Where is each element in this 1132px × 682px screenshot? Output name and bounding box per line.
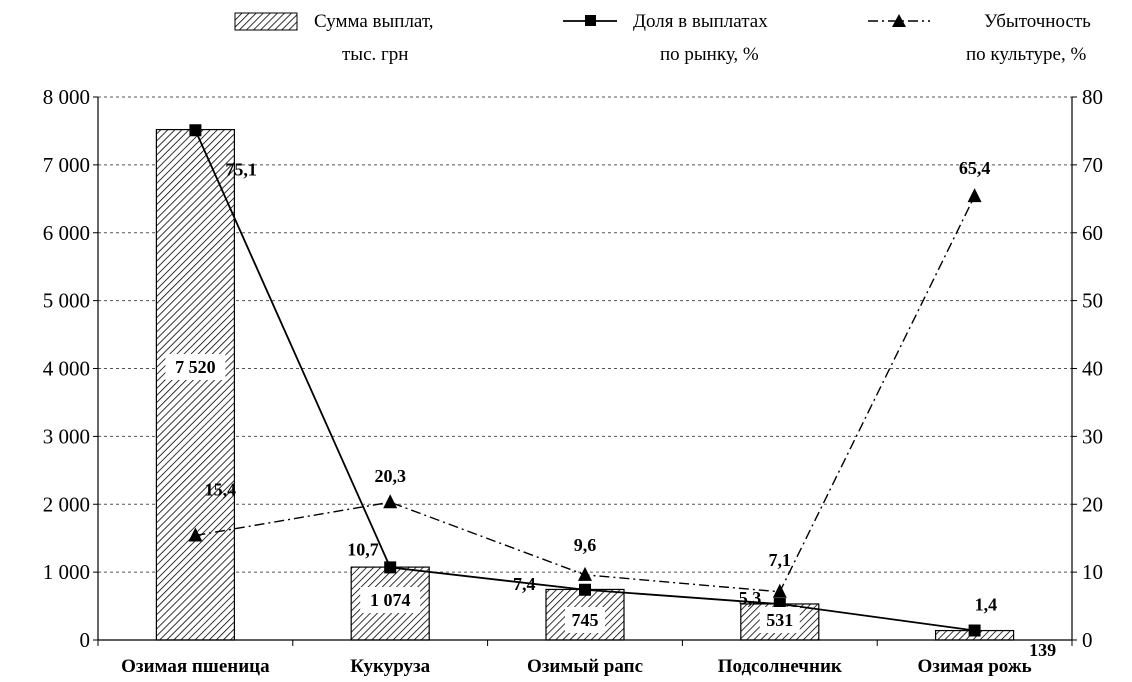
- x-tick-label: Озимая рожь: [918, 656, 1032, 677]
- bar-data-label: 139: [1029, 640, 1056, 660]
- bar-data-label: 745: [572, 610, 599, 630]
- bar-data-label: 7 520: [175, 357, 216, 377]
- y-left-tick-label: 5 000: [43, 289, 90, 313]
- y-right-tick-label: 30: [1082, 424, 1103, 448]
- line-series: [188, 124, 982, 637]
- x-tick-label: Озимый рапс: [527, 656, 643, 677]
- bar-series: [155, 128, 1015, 641]
- data-labels: 7 520 1 074 745 531 139 75,1 10,7 7,4 5,3 1,4 15,4…: [165, 158, 1056, 660]
- bar: [155, 128, 235, 641]
- line-data-label: 7,1: [769, 550, 792, 570]
- line-data-label: 9,6: [574, 535, 597, 555]
- x-tick-label: Подсолнечник: [718, 656, 842, 677]
- legend-swatch-bars: [234, 12, 298, 31]
- line-data-label: 10,7: [347, 539, 379, 559]
- y-right-tick-label: 20: [1082, 492, 1103, 516]
- point-marker: [578, 566, 592, 581]
- y-right-tick-label: 60: [1082, 221, 1103, 245]
- label-background: [759, 607, 800, 633]
- line-data-label: 7,4: [513, 574, 536, 594]
- line-data-label: 75,1: [225, 159, 257, 179]
- y-left-tick-label: 3 000: [43, 424, 90, 448]
- line-data-label: 5,3: [739, 588, 762, 608]
- gridlines: [98, 96, 1072, 573]
- legend-swatch-marker: [585, 15, 596, 26]
- y-left-tick-label: 4 000: [43, 357, 90, 381]
- y-right-tick-label: 80: [1082, 85, 1103, 109]
- legend-label: Убыточность: [984, 11, 1091, 32]
- y-left-tick-label: 7 000: [43, 153, 90, 177]
- y-right-tick-label: 70: [1082, 153, 1103, 177]
- legend-label: по культуре, %: [966, 44, 1086, 65]
- legend-label: тыс. грн: [342, 44, 408, 65]
- point-marker: [189, 124, 202, 137]
- legend: Сумма выплат, тыс. грн Доля в выплатах по р…: [234, 11, 1091, 65]
- y-left-tick-label: 6 000: [43, 221, 90, 245]
- point-marker: [383, 494, 398, 509]
- y-right-tick-label: 50: [1082, 289, 1103, 313]
- point-marker: [384, 561, 397, 574]
- point-marker: [579, 583, 591, 596]
- y-right-tick-label: 40: [1082, 357, 1103, 381]
- y-left-tick-label: 1 000: [43, 560, 90, 584]
- point-marker: [772, 583, 787, 598]
- y-right-tick-label: 10: [1082, 560, 1103, 584]
- legend-label: по рынку, %: [660, 44, 759, 65]
- legend-label: Доля в выплатах: [633, 11, 768, 32]
- label-background: [360, 587, 421, 613]
- bar-data-label: 531: [766, 610, 793, 630]
- point-marker: [967, 188, 982, 203]
- line-data-label: 15,4: [205, 479, 237, 499]
- x-tick-label: Кукуруза: [350, 656, 430, 677]
- label-background: [165, 354, 226, 380]
- series-line: [194, 129, 975, 632]
- y-left-tick-label: 2 000: [43, 492, 90, 516]
- line-data-label: 20,3: [374, 466, 406, 486]
- label-background: [565, 607, 605, 633]
- y-left-tick-label: 8 000: [43, 85, 90, 109]
- legend-label: Сумма выплат,: [314, 11, 434, 32]
- legend-swatch-marker: [892, 14, 906, 27]
- point-marker: [968, 624, 981, 637]
- line-data-label: 1,4: [975, 594, 998, 614]
- axes: 0 0 1 000 10 2 000 20 3 000 30 4 000 40 5 000 50 6 0…: [43, 85, 1103, 677]
- y-right-tick-label: 0: [1082, 628, 1093, 652]
- x-tick-label: Озимая пшеница: [121, 656, 270, 677]
- point-marker: [188, 527, 203, 542]
- bar-data-label: 1 074: [370, 590, 411, 610]
- y-left-tick-label: 0: [80, 628, 91, 652]
- line-data-label: 65,4: [959, 158, 991, 178]
